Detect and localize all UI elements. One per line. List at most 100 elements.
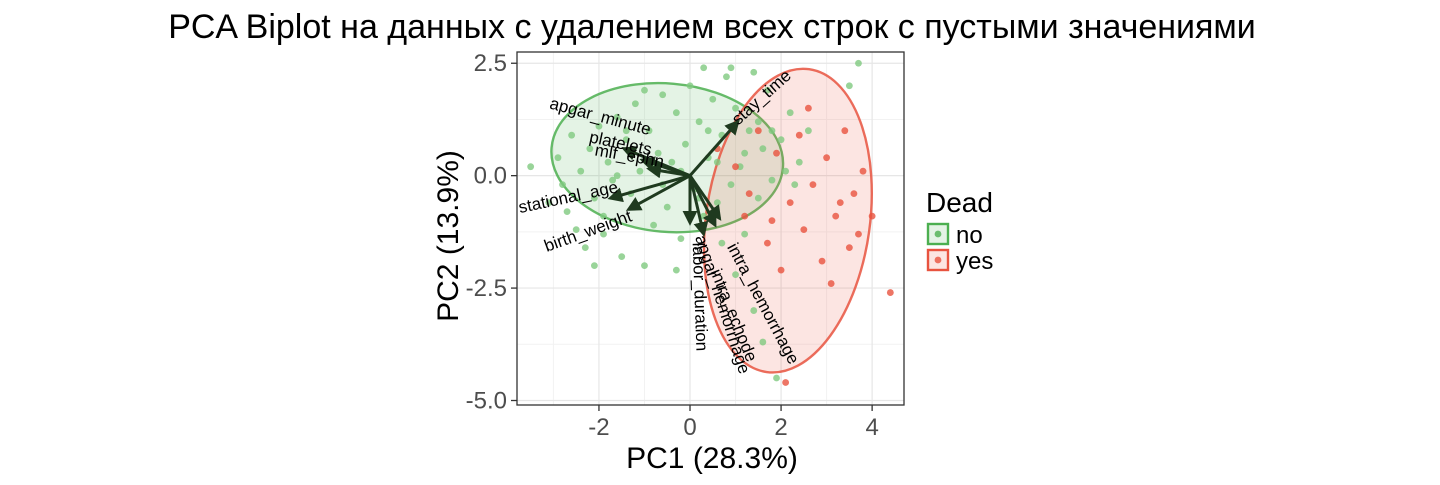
- legend-label-no: no: [956, 222, 983, 249]
- point-no: [754, 194, 762, 202]
- point-yes: [886, 289, 894, 296]
- y-axis-label: PC2 (13.9%): [432, 150, 465, 322]
- point-yes: [764, 239, 771, 247]
- plot-panel: [516, 51, 905, 406]
- point-no: [650, 221, 657, 229]
- y-tick-label: -2.5: [466, 275, 507, 302]
- loading-arrow-mlf_ephn: [646, 163, 691, 179]
- point-no: [764, 86, 771, 94]
- point-no: [613, 113, 621, 121]
- y-tick-label: -5.0: [466, 388, 507, 415]
- point-no: [527, 163, 535, 171]
- legend-key-point-no: [934, 230, 942, 238]
- point-no: [568, 131, 576, 139]
- point-no: [682, 140, 689, 148]
- point-yes: [768, 217, 776, 225]
- point-no: [663, 203, 671, 211]
- loading-vectors: [607, 119, 740, 238]
- point-no: [672, 266, 680, 274]
- point-no: [668, 158, 676, 166]
- point-no: [804, 127, 812, 135]
- point-no: [700, 64, 708, 72]
- point-yes: [841, 127, 849, 135]
- point-no: [732, 104, 739, 112]
- loading-arrow-gestational_age: [607, 174, 691, 203]
- loading-arrow-stay_time: [688, 119, 740, 177]
- point-no: [604, 158, 612, 166]
- point-no: [845, 82, 853, 90]
- point-no: [795, 158, 803, 166]
- x-axis: -2 0 2 4: [588, 405, 879, 441]
- point-no: [654, 149, 662, 157]
- point-no: [723, 73, 730, 81]
- point-no: [672, 109, 680, 117]
- point-yes: [745, 190, 753, 198]
- point-yes: [836, 199, 844, 207]
- data-points: [527, 59, 894, 386]
- y-tick-label: 0.0: [474, 163, 507, 190]
- point-no: [600, 212, 607, 220]
- point-no: [750, 307, 758, 314]
- point-no: [791, 181, 799, 189]
- point-no: [709, 95, 717, 103]
- y-axis: -5.0 -2.5 0.0 2.5: [466, 50, 517, 415]
- point-no: [759, 338, 767, 346]
- point-no: [645, 127, 653, 135]
- point-no: [718, 239, 726, 247]
- point-no: [600, 230, 607, 238]
- point-no: [631, 100, 639, 108]
- point-yes: [795, 131, 803, 139]
- point-no: [777, 136, 785, 144]
- point-no: [591, 262, 598, 269]
- point-no: [595, 122, 603, 130]
- point-no: [641, 86, 648, 94]
- point-yes: [809, 181, 817, 189]
- plot-border: [516, 51, 905, 406]
- point-no: [727, 181, 735, 189]
- y-tick-label: 2.5: [474, 50, 507, 77]
- point-no: [750, 68, 758, 76]
- point-yes: [786, 199, 794, 207]
- point-no: [591, 194, 598, 202]
- point-no: [559, 181, 566, 189]
- point-no: [741, 230, 749, 238]
- point-yes: [741, 212, 749, 220]
- point-no: [695, 118, 703, 126]
- point-no: [659, 91, 667, 99]
- point-no: [577, 167, 585, 175]
- x-axis-label: PC1 (28.3%): [626, 442, 798, 475]
- loading-arrow-apgar_hemorrhage: [688, 175, 709, 238]
- point-yes: [823, 154, 830, 162]
- point-yes: [832, 212, 840, 220]
- point-no: [586, 145, 594, 153]
- point-no: [713, 199, 721, 207]
- point-no: [759, 145, 767, 153]
- point-no: [727, 64, 735, 72]
- point-yes: [850, 190, 858, 198]
- point-no: [782, 167, 790, 175]
- point-yes: [754, 127, 762, 135]
- x-tick-label: 0: [683, 414, 696, 441]
- point-no: [613, 172, 621, 180]
- loading-arrow-intra_hemorrhage: [688, 174, 722, 221]
- loading-arrow-birth_weight: [625, 174, 691, 211]
- point-no: [641, 262, 648, 269]
- point-yes: [782, 379, 790, 386]
- point-no: [773, 374, 780, 382]
- point-no: [609, 176, 617, 184]
- x-tick-label: 4: [865, 414, 878, 441]
- point-no: [855, 59, 862, 67]
- point-no: [554, 154, 562, 162]
- point-no: [768, 176, 776, 184]
- point-no: [636, 167, 644, 175]
- point-no: [622, 127, 630, 135]
- point-yes: [804, 104, 812, 112]
- legend-label-yes: yes: [956, 248, 993, 275]
- point-no: [581, 244, 589, 252]
- point-no: [754, 118, 762, 126]
- point-yes: [868, 212, 876, 220]
- point-yes: [855, 230, 862, 238]
